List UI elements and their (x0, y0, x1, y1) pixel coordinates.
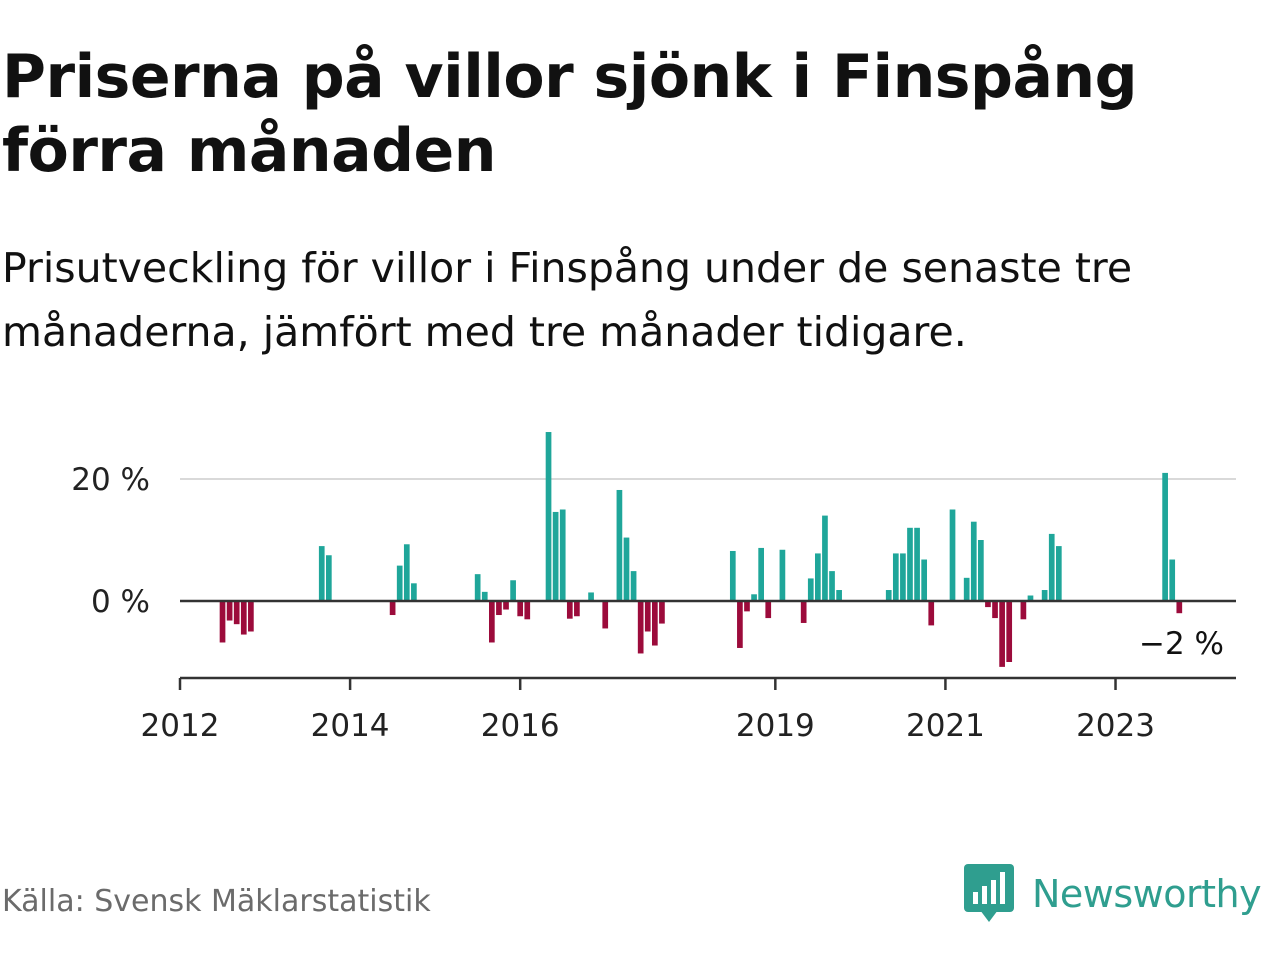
x-tick-label: 2019 (736, 708, 815, 744)
bar (233, 601, 240, 625)
bar (411, 583, 417, 601)
bar (949, 509, 956, 601)
bar (970, 521, 977, 601)
chart-subtitle: Prisutveckling för villor i Finspång und… (2, 244, 1133, 356)
x-tick-label: 2021 (906, 708, 985, 744)
bar (240, 601, 247, 635)
y-tick-label: 0 % (91, 584, 150, 620)
bar (1048, 533, 1055, 601)
bar (737, 601, 743, 648)
bar (552, 511, 559, 601)
x-tick-label: 2014 (311, 708, 390, 744)
bar (807, 578, 814, 601)
bar (765, 601, 772, 619)
x-tick-labels: 2012 2014 2016 2019 2021 2023 (141, 678, 1155, 744)
last-value-label: −2 % (1139, 626, 1224, 662)
x-tick-label: 2012 (141, 708, 220, 744)
bar (744, 601, 750, 612)
bar (751, 594, 757, 601)
y-tick-labels: 0 % 20 % (71, 462, 150, 620)
bar (602, 601, 609, 629)
x-tick-label: 2016 (481, 708, 560, 744)
bar (219, 601, 226, 643)
bar (978, 540, 984, 601)
bar (566, 601, 573, 619)
y-tick-label: 20 % (71, 462, 150, 498)
bars (219, 432, 1183, 667)
bar (644, 601, 651, 632)
bar (545, 432, 552, 601)
bar (396, 565, 403, 601)
bar (800, 601, 807, 623)
bar (779, 549, 786, 601)
brand-name: Newsworthy (1032, 872, 1262, 916)
bar (1169, 559, 1176, 601)
bar (652, 601, 658, 646)
source-text: Källa: Svensk Mäklarstatistik (2, 884, 431, 919)
bar (1027, 595, 1034, 601)
bar (403, 544, 410, 601)
brand-logo: Newsworthy (964, 862, 1262, 926)
bar (496, 601, 502, 616)
bar (914, 527, 920, 601)
bar (1162, 472, 1168, 601)
bar (963, 577, 970, 601)
bar (985, 601, 991, 608)
bar (637, 601, 644, 654)
x-tick-label: 2023 (1076, 708, 1155, 744)
bar (226, 601, 233, 621)
bar (325, 555, 332, 601)
bar (489, 601, 495, 643)
bar (517, 601, 524, 617)
bar (892, 553, 899, 601)
bar (248, 601, 254, 632)
bar (1020, 601, 1027, 620)
bar (1006, 601, 1013, 662)
bar (992, 601, 998, 619)
bar (900, 553, 906, 601)
bar (503, 601, 509, 610)
bar (389, 601, 396, 616)
bar (829, 571, 835, 601)
bar (822, 515, 828, 601)
bar (815, 553, 821, 601)
bar (758, 547, 764, 601)
bar (999, 601, 1005, 667)
bar (885, 590, 892, 601)
bar (318, 546, 325, 601)
newsworthy-logo-icon (964, 864, 1014, 922)
bar (1176, 601, 1183, 614)
bar (836, 590, 842, 601)
bar (588, 592, 594, 601)
bar (481, 591, 488, 601)
bar (659, 601, 665, 624)
bar (559, 509, 566, 601)
bar (928, 601, 935, 626)
chart-title: Priserna på villor sjönk i Finspång förr… (2, 42, 1138, 186)
bar (630, 571, 637, 601)
bar (616, 489, 623, 601)
bar (729, 550, 736, 601)
bar (623, 537, 630, 601)
bar (574, 601, 580, 617)
bar (474, 574, 481, 601)
bar (524, 601, 531, 620)
bar (1055, 546, 1062, 601)
bar-chart: 0 % 20 % 2012 2014 2016 2019 2021 2023 −2 % (71, 432, 1236, 744)
bar (1041, 590, 1048, 601)
bar (921, 559, 928, 601)
bar (510, 580, 516, 601)
bar (907, 527, 913, 601)
